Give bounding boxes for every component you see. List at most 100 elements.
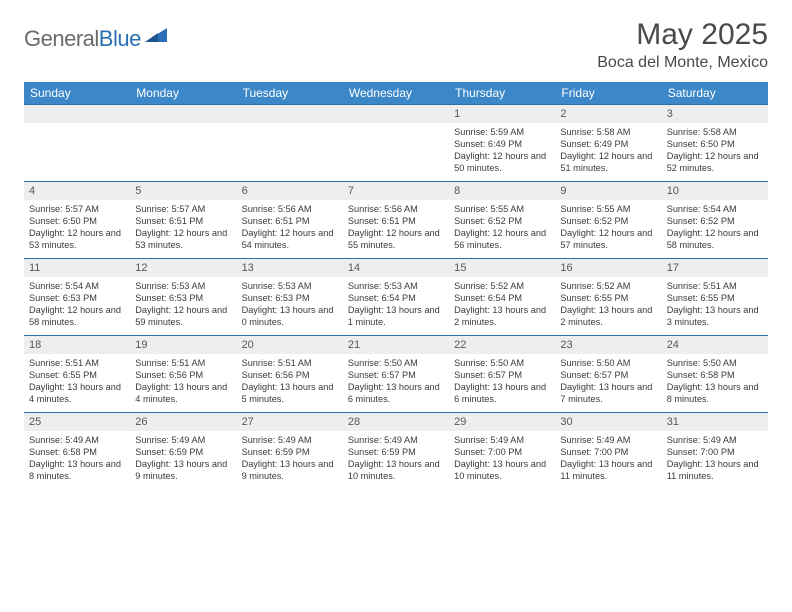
- logo-triangle-icon: [145, 26, 169, 49]
- day-body-empty: [343, 123, 449, 181]
- day-body: Sunrise: 5:49 AMSunset: 6:59 PMDaylight:…: [343, 431, 449, 489]
- day-body: Sunrise: 5:50 AMSunset: 6:57 PMDaylight:…: [555, 354, 661, 412]
- weeks-body: 1Sunrise: 5:59 AMSunset: 6:49 PMDaylight…: [24, 105, 768, 490]
- day-number: 29: [449, 413, 555, 431]
- week-row: 1Sunrise: 5:59 AMSunset: 6:49 PMDaylight…: [24, 105, 768, 182]
- day-cell: 3Sunrise: 5:58 AMSunset: 6:50 PMDaylight…: [662, 105, 768, 182]
- day-cell: 20Sunrise: 5:51 AMSunset: 6:56 PMDayligh…: [237, 336, 343, 413]
- day-cell: 7Sunrise: 5:56 AMSunset: 6:51 PMDaylight…: [343, 182, 449, 259]
- day-number: 6: [237, 182, 343, 200]
- day-number: 16: [555, 259, 661, 277]
- day-number: 3: [662, 105, 768, 123]
- day-number-empty: [343, 105, 449, 123]
- day-body: Sunrise: 5:53 AMSunset: 6:53 PMDaylight:…: [130, 277, 236, 335]
- day-body: Sunrise: 5:56 AMSunset: 6:51 PMDaylight:…: [237, 200, 343, 258]
- day-body: Sunrise: 5:50 AMSunset: 6:57 PMDaylight:…: [449, 354, 555, 412]
- day-number-empty: [130, 105, 236, 123]
- logo-text-gray: General: [24, 26, 99, 51]
- week-row: 25Sunrise: 5:49 AMSunset: 6:58 PMDayligh…: [24, 413, 768, 490]
- day-number: 15: [449, 259, 555, 277]
- day-body: Sunrise: 5:50 AMSunset: 6:58 PMDaylight:…: [662, 354, 768, 412]
- day-body: Sunrise: 5:53 AMSunset: 6:53 PMDaylight:…: [237, 277, 343, 335]
- day-number: 26: [130, 413, 236, 431]
- day-number: 22: [449, 336, 555, 354]
- day-body: Sunrise: 5:54 AMSunset: 6:52 PMDaylight:…: [662, 200, 768, 258]
- day-cell: 11Sunrise: 5:54 AMSunset: 6:53 PMDayligh…: [24, 259, 130, 336]
- day-header: Monday: [130, 82, 236, 105]
- day-header-row: Sunday Monday Tuesday Wednesday Thursday…: [24, 82, 768, 105]
- day-number: 9: [555, 182, 661, 200]
- day-number-empty: [237, 105, 343, 123]
- day-number: 1: [449, 105, 555, 123]
- day-number: 13: [237, 259, 343, 277]
- day-number: 28: [343, 413, 449, 431]
- day-cell: 10Sunrise: 5:54 AMSunset: 6:52 PMDayligh…: [662, 182, 768, 259]
- day-number: 12: [130, 259, 236, 277]
- day-cell: 9Sunrise: 5:55 AMSunset: 6:52 PMDaylight…: [555, 182, 661, 259]
- day-body: Sunrise: 5:49 AMSunset: 7:00 PMDaylight:…: [662, 431, 768, 489]
- day-cell: 22Sunrise: 5:50 AMSunset: 6:57 PMDayligh…: [449, 336, 555, 413]
- day-cell: 14Sunrise: 5:53 AMSunset: 6:54 PMDayligh…: [343, 259, 449, 336]
- day-body: Sunrise: 5:59 AMSunset: 6:49 PMDaylight:…: [449, 123, 555, 181]
- day-number: 31: [662, 413, 768, 431]
- day-cell: 21Sunrise: 5:50 AMSunset: 6:57 PMDayligh…: [343, 336, 449, 413]
- day-body: Sunrise: 5:51 AMSunset: 6:56 PMDaylight:…: [130, 354, 236, 412]
- day-number: 19: [130, 336, 236, 354]
- day-cell: 27Sunrise: 5:49 AMSunset: 6:59 PMDayligh…: [237, 413, 343, 490]
- day-cell: 25Sunrise: 5:49 AMSunset: 6:58 PMDayligh…: [24, 413, 130, 490]
- day-cell: 24Sunrise: 5:50 AMSunset: 6:58 PMDayligh…: [662, 336, 768, 413]
- day-body: Sunrise: 5:55 AMSunset: 6:52 PMDaylight:…: [449, 200, 555, 258]
- day-cell: 1Sunrise: 5:59 AMSunset: 6:49 PMDaylight…: [449, 105, 555, 182]
- day-number: 14: [343, 259, 449, 277]
- week-row: 4Sunrise: 5:57 AMSunset: 6:50 PMDaylight…: [24, 182, 768, 259]
- day-body: Sunrise: 5:58 AMSunset: 6:49 PMDaylight:…: [555, 123, 661, 181]
- day-number: 5: [130, 182, 236, 200]
- day-cell: [24, 105, 130, 182]
- day-body: Sunrise: 5:50 AMSunset: 6:57 PMDaylight:…: [343, 354, 449, 412]
- day-number: 4: [24, 182, 130, 200]
- day-body: Sunrise: 5:52 AMSunset: 6:55 PMDaylight:…: [555, 277, 661, 335]
- day-body: Sunrise: 5:57 AMSunset: 6:50 PMDaylight:…: [24, 200, 130, 258]
- day-body: Sunrise: 5:53 AMSunset: 6:54 PMDaylight:…: [343, 277, 449, 335]
- title-block: May 2025 Boca del Monte, Mexico: [597, 18, 768, 72]
- day-number: 11: [24, 259, 130, 277]
- location: Boca del Monte, Mexico: [597, 54, 768, 72]
- week-row: 18Sunrise: 5:51 AMSunset: 6:55 PMDayligh…: [24, 336, 768, 413]
- day-cell: 15Sunrise: 5:52 AMSunset: 6:54 PMDayligh…: [449, 259, 555, 336]
- day-number: 20: [237, 336, 343, 354]
- logo: GeneralBlue: [24, 18, 169, 52]
- day-cell: 28Sunrise: 5:49 AMSunset: 6:59 PMDayligh…: [343, 413, 449, 490]
- logo-text-blue: Blue: [99, 26, 141, 51]
- day-number: 27: [237, 413, 343, 431]
- day-cell: 30Sunrise: 5:49 AMSunset: 7:00 PMDayligh…: [555, 413, 661, 490]
- day-cell: [343, 105, 449, 182]
- month-title: May 2025: [597, 18, 768, 52]
- day-header: Sunday: [24, 82, 130, 105]
- day-cell: 19Sunrise: 5:51 AMSunset: 6:56 PMDayligh…: [130, 336, 236, 413]
- day-cell: 18Sunrise: 5:51 AMSunset: 6:55 PMDayligh…: [24, 336, 130, 413]
- day-body: Sunrise: 5:51 AMSunset: 6:55 PMDaylight:…: [24, 354, 130, 412]
- day-number-empty: [24, 105, 130, 123]
- day-cell: 26Sunrise: 5:49 AMSunset: 6:59 PMDayligh…: [130, 413, 236, 490]
- day-header: Friday: [555, 82, 661, 105]
- day-body: Sunrise: 5:58 AMSunset: 6:50 PMDaylight:…: [662, 123, 768, 181]
- page: GeneralBlue May 2025 Boca del Monte, Mex…: [0, 0, 792, 489]
- day-number: 24: [662, 336, 768, 354]
- day-number: 25: [24, 413, 130, 431]
- day-cell: 2Sunrise: 5:58 AMSunset: 6:49 PMDaylight…: [555, 105, 661, 182]
- day-header: Thursday: [449, 82, 555, 105]
- day-body: Sunrise: 5:56 AMSunset: 6:51 PMDaylight:…: [343, 200, 449, 258]
- day-header: Wednesday: [343, 82, 449, 105]
- day-body: Sunrise: 5:49 AMSunset: 6:59 PMDaylight:…: [130, 431, 236, 489]
- day-body-empty: [130, 123, 236, 181]
- day-body-empty: [237, 123, 343, 181]
- day-cell: 4Sunrise: 5:57 AMSunset: 6:50 PMDaylight…: [24, 182, 130, 259]
- day-body-empty: [24, 123, 130, 181]
- day-body: Sunrise: 5:51 AMSunset: 6:55 PMDaylight:…: [662, 277, 768, 335]
- day-number: 10: [662, 182, 768, 200]
- day-number: 2: [555, 105, 661, 123]
- day-cell: [130, 105, 236, 182]
- day-cell: 5Sunrise: 5:57 AMSunset: 6:51 PMDaylight…: [130, 182, 236, 259]
- day-number: 7: [343, 182, 449, 200]
- day-cell: 31Sunrise: 5:49 AMSunset: 7:00 PMDayligh…: [662, 413, 768, 490]
